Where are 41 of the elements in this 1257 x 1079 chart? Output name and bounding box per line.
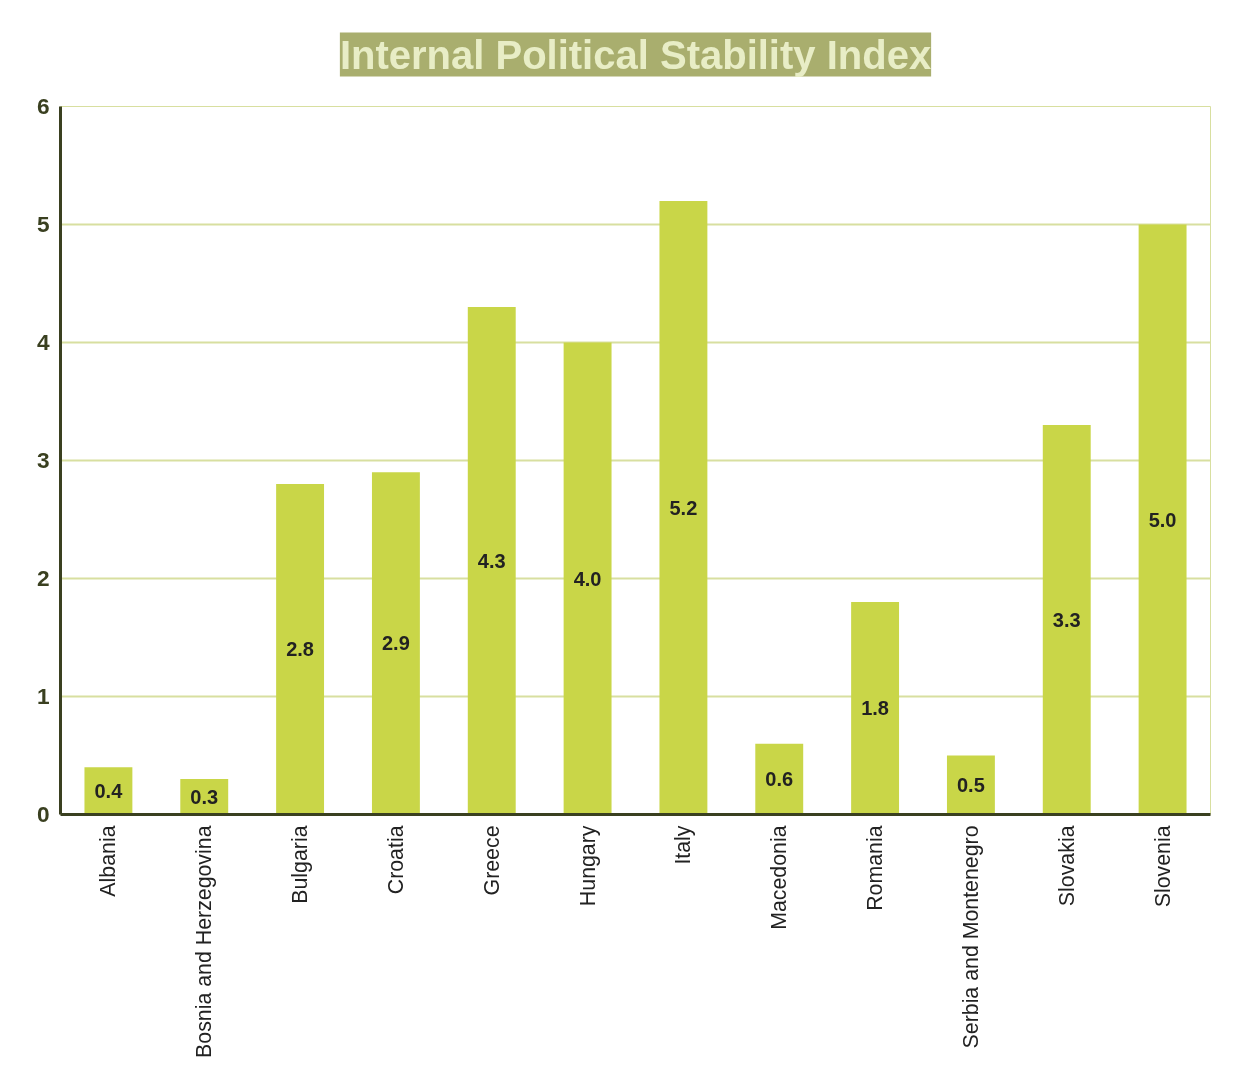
- data-label: 1.8: [861, 697, 889, 720]
- data-label: 5.0: [1148, 508, 1177, 531]
- bar: [851, 602, 900, 815]
- bar: [1138, 224, 1187, 815]
- bar: [371, 472, 420, 815]
- x-tick-label: Slovakia: [1054, 825, 1079, 907]
- data-label: 4.3: [477, 549, 506, 572]
- data-label: 0.5: [957, 774, 985, 796]
- x-tick-label: Slovenia: [1150, 825, 1175, 908]
- data-label: 2.9: [382, 632, 410, 655]
- x-tick-label: Bosnia and Herzegovina: [192, 825, 217, 1058]
- bar: [1042, 425, 1091, 815]
- x-tick-label: Bulgaria: [288, 825, 313, 904]
- x-tick-label: Macedonia: [767, 825, 792, 930]
- y-tick-label: 6: [36, 93, 50, 119]
- bar: [467, 307, 516, 815]
- bar: [563, 342, 612, 815]
- bar: [276, 484, 325, 815]
- data-label: 0.3: [190, 785, 219, 808]
- chart-title: Internal Political Stability Index: [339, 32, 932, 77]
- data-label: 0.6: [765, 768, 794, 791]
- data-label: 4.0: [573, 567, 602, 590]
- x-tick-label: Romania: [863, 825, 888, 911]
- x-tick-label: Italy: [671, 825, 696, 865]
- data-label: 2.8: [286, 638, 314, 661]
- x-tick-label: Albania: [96, 825, 121, 897]
- y-tick-label: 0: [36, 801, 50, 827]
- data-label: 0.4: [94, 779, 124, 802]
- data-label: 3.3: [1052, 608, 1081, 631]
- bar: [755, 743, 804, 815]
- x-tick-label: Croatia: [383, 825, 408, 895]
- y-tick-label: 2: [36, 565, 50, 591]
- y-tick-label: 4: [36, 329, 50, 355]
- y-tick-label: 3: [36, 447, 50, 473]
- bar: [659, 200, 708, 815]
- data-label: 5.2: [669, 496, 698, 519]
- y-tick-label: 1: [36, 683, 50, 709]
- x-tick-label: Greece: [479, 825, 504, 896]
- y-tick-label: 5: [36, 211, 50, 237]
- x-tick-label: Serbia and Montenegro: [958, 825, 983, 1049]
- x-tick-label: Hungary: [575, 825, 600, 907]
